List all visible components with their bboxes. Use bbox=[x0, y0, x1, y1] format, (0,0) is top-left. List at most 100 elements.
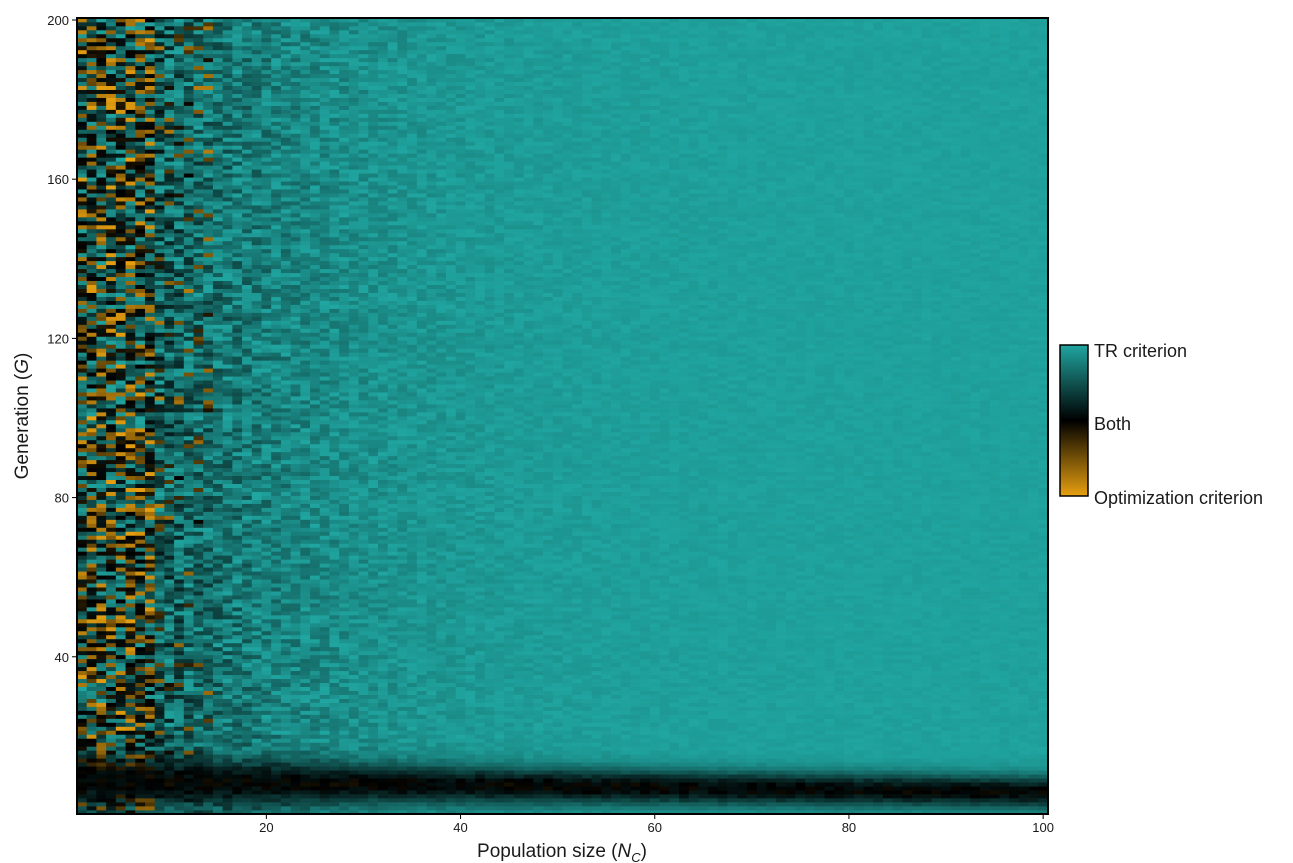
heatmap-cell bbox=[154, 730, 165, 735]
heatmap-cell bbox=[251, 519, 262, 524]
heatmap-cell bbox=[125, 734, 136, 739]
heatmap-cell bbox=[125, 240, 136, 246]
heatmap-cell bbox=[232, 213, 243, 218]
heatmap-cell bbox=[77, 770, 88, 775]
heatmap-cell bbox=[144, 61, 156, 67]
heatmap-cell bbox=[106, 312, 117, 317]
heatmap-cell bbox=[144, 682, 156, 687]
heatmap-cell bbox=[261, 551, 272, 556]
heatmap-cell bbox=[290, 252, 301, 258]
heatmap-cell bbox=[222, 189, 233, 194]
heatmap-cell bbox=[96, 388, 107, 393]
heatmap-cell bbox=[222, 630, 233, 636]
heatmap-cell bbox=[193, 563, 204, 568]
heatmap-cell bbox=[174, 29, 185, 35]
heatmap-cell bbox=[203, 666, 214, 672]
heatmap-cell bbox=[144, 220, 156, 226]
heatmap-cell bbox=[193, 105, 204, 110]
heatmap-cell bbox=[222, 348, 233, 353]
heatmap-cell bbox=[271, 224, 282, 230]
heatmap-cell bbox=[86, 292, 97, 297]
heatmap-cell bbox=[183, 284, 194, 289]
heatmap-cell bbox=[106, 388, 117, 393]
heatmap-cell bbox=[125, 308, 136, 313]
heatmap-cell bbox=[232, 790, 243, 795]
heatmap-cell bbox=[183, 603, 194, 608]
heatmap-cell bbox=[251, 439, 262, 445]
heatmap-cell bbox=[290, 328, 301, 333]
heatmap-cell bbox=[164, 97, 175, 102]
heatmap-cell bbox=[203, 435, 214, 441]
heatmap-cell bbox=[203, 459, 214, 465]
heatmap-cell bbox=[96, 710, 107, 715]
heatmap-cell bbox=[144, 244, 156, 250]
heatmap-cell bbox=[96, 626, 107, 632]
heatmap-cell bbox=[135, 129, 146, 134]
heatmap-cell bbox=[164, 507, 175, 512]
heatmap-cell bbox=[290, 324, 301, 329]
heatmap-cell bbox=[271, 384, 282, 389]
heatmap-cell bbox=[203, 427, 214, 433]
heatmap-cell bbox=[106, 408, 117, 413]
heatmap-cell bbox=[261, 408, 272, 413]
heatmap-cell bbox=[96, 137, 107, 142]
heatmap-cell bbox=[106, 543, 117, 548]
heatmap-cell bbox=[115, 650, 126, 656]
heatmap-cell bbox=[115, 360, 126, 365]
heatmap-cell bbox=[193, 264, 204, 270]
heatmap-cell bbox=[242, 734, 253, 739]
heatmap-cell bbox=[115, 181, 126, 186]
heatmap-cell bbox=[290, 447, 301, 453]
heatmap-cell bbox=[125, 400, 136, 405]
heatmap-cell bbox=[144, 790, 156, 795]
heatmap-cell bbox=[135, 495, 146, 500]
heatmap-cell bbox=[164, 459, 175, 465]
heatmap-cell bbox=[232, 543, 243, 548]
heatmap-cell bbox=[310, 300, 321, 305]
heatmap-cell bbox=[183, 45, 194, 51]
heatmap-cell bbox=[212, 642, 223, 648]
heatmap-cell bbox=[144, 193, 156, 198]
heatmap-cell bbox=[86, 654, 97, 660]
heatmap-cell bbox=[222, 622, 233, 628]
heatmap-cell bbox=[310, 117, 321, 122]
heatmap-cell bbox=[280, 551, 291, 556]
heatmap-cell bbox=[300, 790, 311, 795]
heatmap-cell bbox=[310, 224, 321, 230]
heatmap-cell bbox=[193, 475, 204, 481]
heatmap-cell bbox=[106, 746, 117, 751]
heatmap-cell bbox=[193, 356, 204, 361]
heatmap-cell bbox=[300, 209, 311, 214]
heatmap-cell bbox=[183, 336, 194, 341]
heatmap-cell bbox=[300, 503, 311, 508]
heatmap-cell bbox=[242, 316, 253, 321]
heatmap-cell bbox=[203, 356, 214, 361]
heatmap-cell bbox=[86, 344, 97, 349]
heatmap-cell bbox=[77, 579, 88, 584]
heatmap-cell bbox=[203, 770, 214, 775]
heatmap-cell bbox=[242, 750, 253, 755]
heatmap-cell bbox=[212, 774, 223, 779]
heatmap-cell bbox=[115, 93, 126, 98]
heatmap-cell bbox=[164, 682, 175, 687]
heatmap-cell bbox=[164, 300, 175, 305]
heatmap-cell bbox=[125, 495, 136, 500]
heatmap-cell bbox=[300, 77, 311, 83]
heatmap-cell bbox=[271, 579, 282, 584]
heatmap-cell bbox=[193, 746, 204, 751]
heatmap-cell bbox=[115, 483, 126, 488]
heatmap-cell bbox=[251, 515, 262, 520]
heatmap-cell bbox=[164, 698, 175, 703]
heatmap-cell bbox=[135, 177, 146, 182]
heatmap-cell bbox=[222, 113, 233, 118]
heatmap-cell bbox=[183, 427, 194, 433]
heatmap-cell bbox=[242, 519, 253, 524]
heatmap-cell bbox=[261, 304, 272, 309]
heatmap-cell bbox=[280, 284, 291, 289]
heatmap-cell bbox=[96, 511, 107, 516]
heatmap-cell bbox=[271, 416, 282, 421]
heatmap-cell bbox=[271, 519, 282, 524]
heatmap-cell bbox=[280, 181, 291, 186]
heatmap-cell bbox=[106, 567, 117, 572]
heatmap-cell bbox=[261, 197, 272, 202]
